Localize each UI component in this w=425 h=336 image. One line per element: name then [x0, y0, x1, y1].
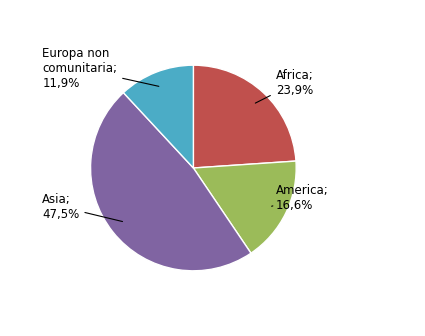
Text: Europa non
comunitaria;
11,9%: Europa non comunitaria; 11,9%	[42, 47, 159, 90]
Wedge shape	[123, 65, 193, 168]
Wedge shape	[193, 65, 296, 168]
Text: Africa;
23,9%: Africa; 23,9%	[255, 69, 313, 103]
Text: Asia;
47,5%: Asia; 47,5%	[42, 193, 122, 221]
Wedge shape	[91, 93, 251, 271]
Text: America;
16,6%: America; 16,6%	[272, 184, 329, 212]
Wedge shape	[193, 161, 296, 253]
